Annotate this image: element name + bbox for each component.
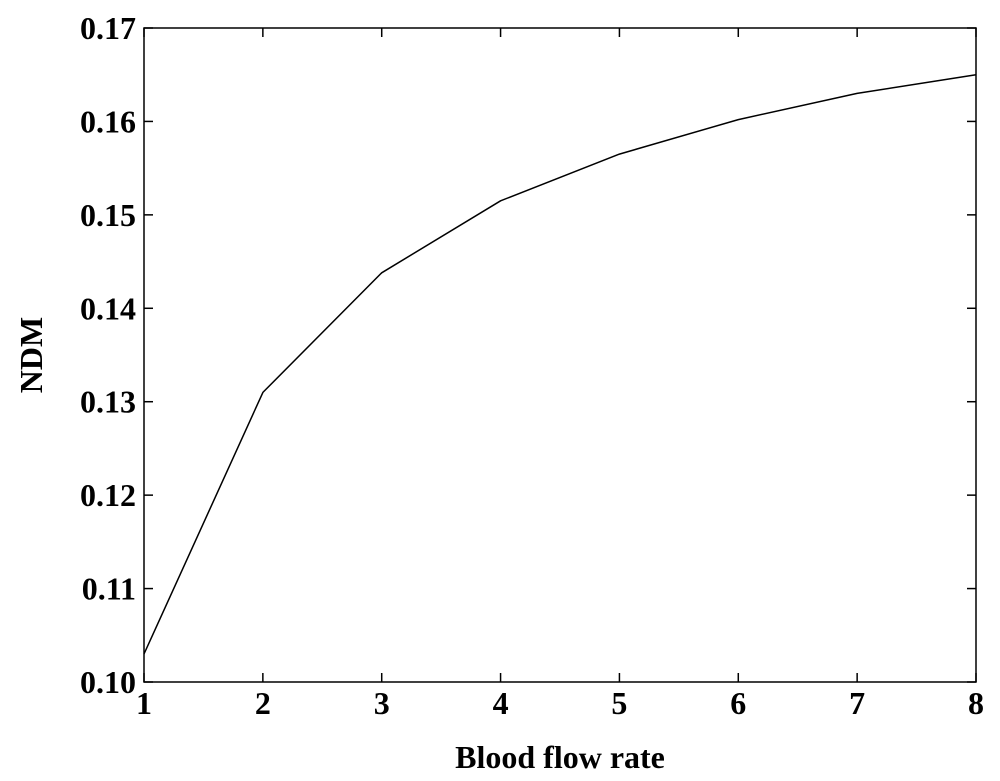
x-tick-labels: 1 2 3 4 5 6 7 8 — [136, 685, 984, 721]
y-axis-label: NDM — [13, 317, 49, 393]
plot-area — [143, 27, 977, 683]
x-tick-label: 5 — [611, 685, 627, 721]
x-tick-label: 2 — [255, 685, 271, 721]
x-tick-label: 8 — [968, 685, 984, 721]
x-tick-label: 4 — [493, 685, 509, 721]
axis-ticks — [143, 27, 977, 683]
x-tick-label: 6 — [730, 685, 746, 721]
x-axis-label: Blood flow rate — [455, 739, 665, 775]
series-line — [143, 73, 977, 655]
y-tick-label: 0.12 — [80, 477, 136, 513]
x-tick-label: 3 — [374, 685, 390, 721]
y-tick-label: 0.14 — [80, 290, 136, 326]
y-tick-label: 0.15 — [80, 197, 136, 233]
x-tick-label: 7 — [849, 685, 865, 721]
y-tick-label: 0.13 — [80, 384, 136, 420]
x-tick-label: 1 — [136, 685, 152, 721]
y-tick-label: 0.11 — [82, 571, 136, 607]
y-tick-label: 0.17 — [80, 10, 136, 46]
y-tick-label: 0.16 — [80, 103, 136, 139]
y-tick-label: 0.10 — [80, 664, 136, 700]
series-layer — [143, 73, 977, 655]
y-tick-labels: 0.10 0.11 0.12 0.13 0.14 0.15 0.16 0.17 — [80, 10, 136, 700]
